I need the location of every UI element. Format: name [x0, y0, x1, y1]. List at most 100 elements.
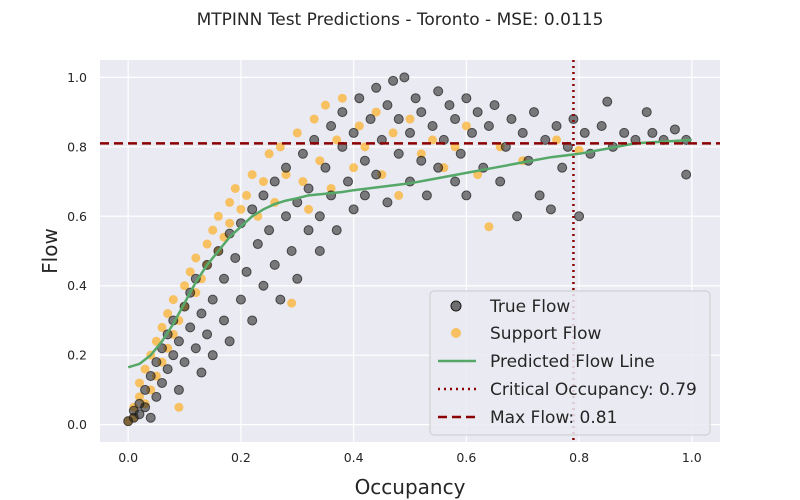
support-flow-point [484, 222, 494, 232]
true-flow-point [433, 162, 444, 173]
true-flow-point [534, 190, 545, 201]
true-flow-point [219, 273, 229, 284]
true-flow-point [371, 82, 382, 93]
true-flow-point [399, 72, 410, 83]
true-flow-point [235, 294, 246, 305]
true-flow-point [455, 148, 466, 159]
support-flow-point [405, 114, 415, 124]
true-flow-point [540, 134, 551, 145]
true-flow-point [314, 246, 325, 256]
y-tick-label: 0.4 [67, 278, 87, 293]
true-flow-point [252, 239, 263, 250]
true-flow-point [196, 308, 207, 319]
x-tick-label: 0.8 [569, 450, 589, 465]
true-flow-point [140, 402, 151, 413]
support-flow-point [157, 322, 167, 332]
tick-labels: 0.0 0.2 0.4 0.6 0.8 1.0 0.0 0.2 0.4 0.6 0.8 1.0 [67, 70, 702, 465]
legend-label-true-flow: True Flow [489, 297, 570, 317]
support-flow-point [315, 156, 325, 166]
true-flow-point [579, 127, 590, 138]
true-flow-point [495, 176, 506, 187]
true-flow-point [297, 148, 308, 159]
true-flow-point [647, 127, 658, 138]
x-axis-label: Occupancy [355, 475, 466, 499]
true-flow-point [173, 384, 184, 395]
support-flow-point [326, 183, 336, 193]
true-flow-point [354, 93, 365, 104]
legend-label-predicted-flow: Predicted Flow Line [490, 352, 655, 372]
legend-label-support-flow: Support Flow [490, 324, 602, 344]
true-flow-point [545, 204, 556, 215]
true-flow-point [382, 100, 393, 111]
true-flow-point [489, 100, 500, 111]
true-flow-point [433, 86, 444, 97]
support-flow-point [309, 114, 319, 124]
support-flow-point [180, 281, 190, 291]
true-flow-point [444, 100, 455, 111]
support-flow-point [134, 378, 144, 388]
true-flow-point [382, 197, 393, 208]
true-flow-point [202, 329, 213, 340]
true-flow-point [196, 367, 207, 378]
true-flow-point [393, 114, 404, 125]
true-flow-point [602, 96, 613, 107]
support-flow-point [416, 149, 426, 159]
true-flow-point [134, 409, 145, 420]
support-flow-point [298, 177, 308, 187]
chart-title: MTPINN Test Predictions - Toronto - MSE:… [197, 10, 604, 30]
y-tick-label: 0.6 [67, 209, 87, 224]
true-flow-point [269, 259, 280, 270]
legend: True Flow Support Flow Predicted Flow Li… [429, 290, 711, 436]
true-flow-point [337, 107, 348, 118]
true-flow-point [151, 357, 162, 368]
support-flow-point [174, 402, 184, 412]
true-flow-point [365, 114, 376, 125]
true-flow-point [281, 211, 291, 222]
true-flow-point [393, 148, 404, 159]
true-flow-point [371, 169, 382, 180]
support-flow-point [258, 177, 268, 187]
support-flow-point [213, 211, 223, 221]
true-flow-point [207, 350, 218, 361]
support-flow-point [230, 183, 240, 193]
true-flow-point [467, 127, 477, 138]
support-flow-point [287, 298, 297, 308]
true-flow-point [292, 273, 303, 284]
true-flow-point [140, 384, 151, 395]
true-flow-point [529, 107, 539, 118]
true-flow-point [427, 120, 438, 131]
support-flow-point [225, 197, 235, 207]
true-flow-point [303, 183, 314, 194]
legend-box [429, 290, 711, 436]
true-flow-points [123, 72, 692, 427]
support-flow-point [208, 225, 218, 235]
true-flow-point [185, 322, 196, 333]
true-flow-point [596, 120, 607, 131]
true-flow-point [286, 246, 297, 256]
true-flow-point [506, 114, 517, 125]
true-flow-point [275, 294, 286, 305]
support-flow-point [349, 163, 359, 173]
y-axis-label: Flow [38, 228, 62, 274]
true-flow-point [258, 280, 269, 291]
support-flow-point [202, 239, 212, 249]
true-flow-point [151, 391, 162, 402]
support-flow-point [225, 218, 235, 228]
true-flow-point [450, 114, 461, 125]
true-flow-point [145, 371, 156, 382]
true-flow-point [190, 343, 201, 354]
y-tick-label: 0.2 [67, 348, 87, 363]
true-flow-point [320, 162, 331, 173]
true-flow-point [450, 176, 461, 187]
true-flow-point [173, 336, 184, 347]
support-flow-point [163, 309, 173, 319]
true-flow-point [517, 127, 528, 138]
true-flow-point [574, 211, 585, 222]
true-flow-point [207, 294, 218, 305]
legend-label-max-flow: Max Flow: 0.81 [490, 408, 617, 428]
legend-marker-support-flow [451, 328, 461, 338]
true-flow-point [269, 176, 280, 187]
x-tick-label: 0.6 [456, 450, 476, 465]
support-flow-point [185, 267, 195, 277]
true-flow-point [331, 225, 342, 236]
